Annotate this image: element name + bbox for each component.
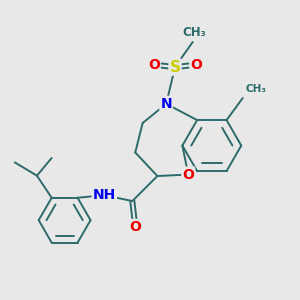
Text: O: O — [148, 58, 160, 72]
Text: O: O — [190, 58, 202, 72]
Text: NH: NH — [93, 188, 116, 202]
Text: O: O — [129, 220, 141, 234]
Text: O: O — [182, 168, 194, 182]
Text: CH₃: CH₃ — [246, 84, 267, 94]
Text: S: S — [169, 60, 181, 75]
Text: N: N — [160, 97, 172, 111]
Text: CH₃: CH₃ — [182, 26, 206, 38]
